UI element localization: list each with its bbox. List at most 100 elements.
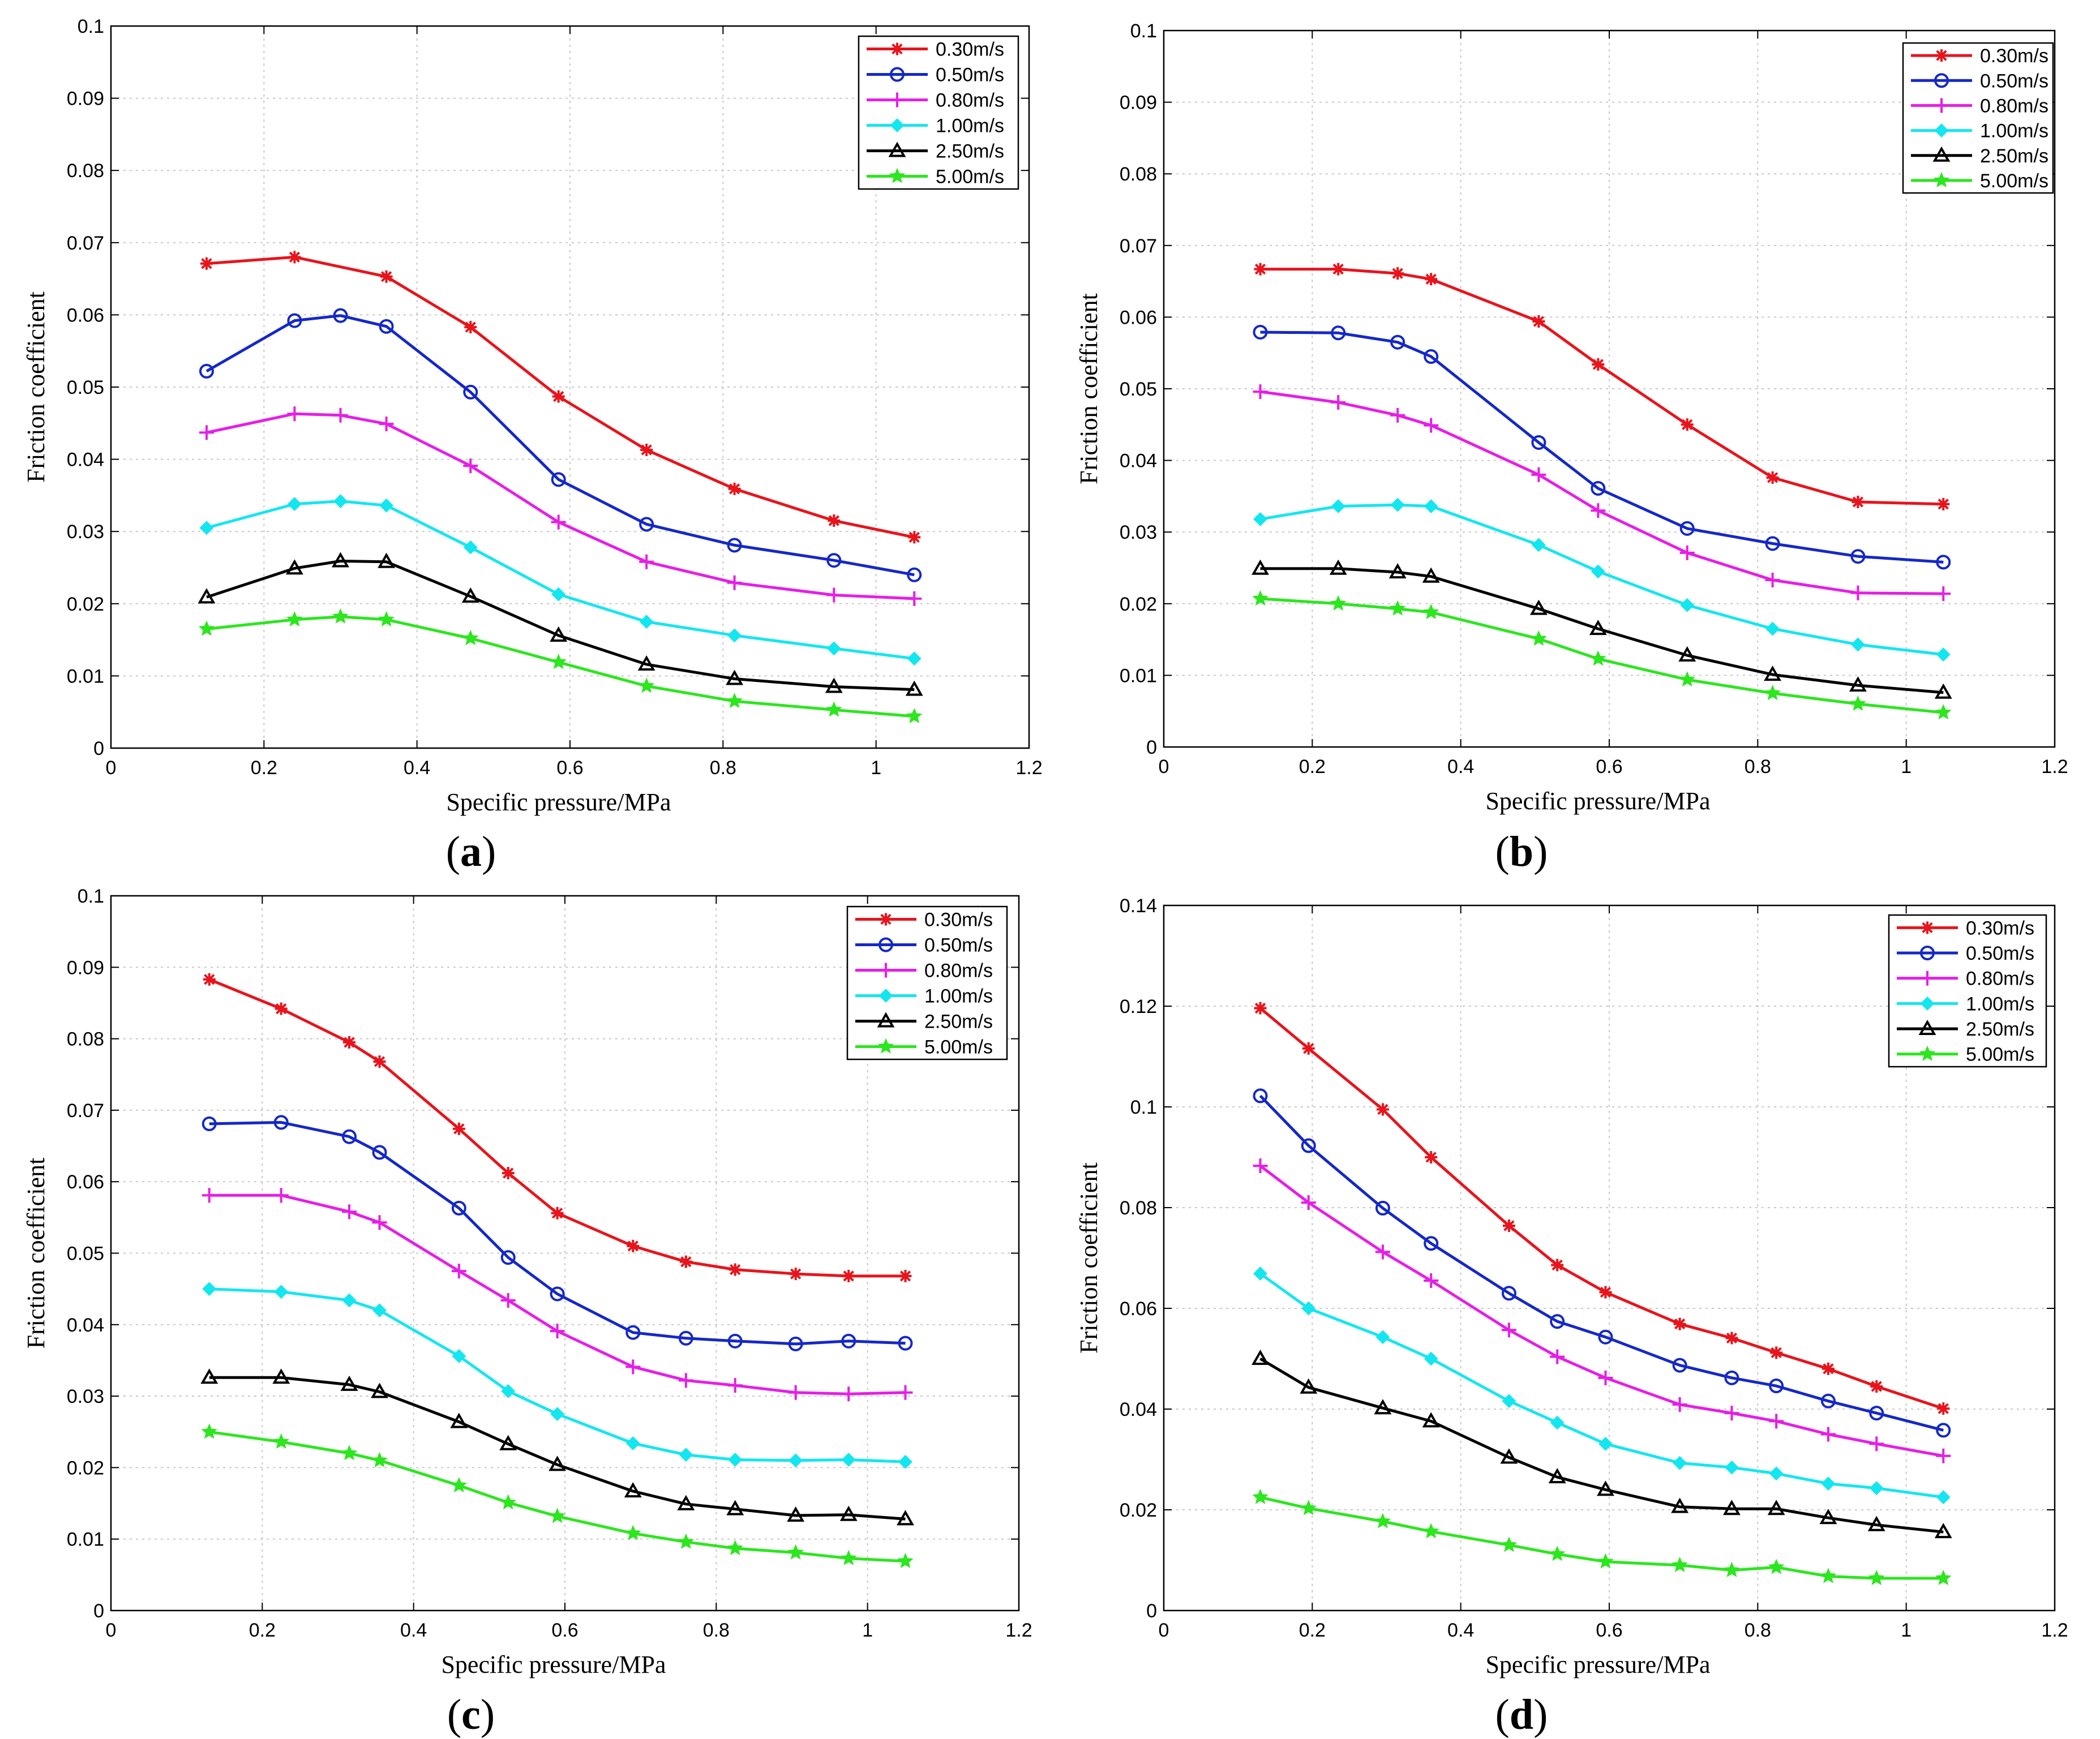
panel-b-data-point — [1330, 595, 1347, 611]
panel-a-y-tick-label: 0.1 — [78, 16, 104, 37]
panel-a-legend-label: 0.30m/s — [936, 39, 1004, 61]
panel-b-series-4 — [1252, 559, 1952, 699]
panel-d-y-tick-label: 0.08 — [1120, 1197, 1157, 1219]
panel-a-axes-frame — [110, 25, 1030, 749]
panel-b-y-tick-label: 0.02 — [1120, 594, 1157, 615]
panel-d-x-tick-label: 0.2 — [1299, 1620, 1326, 1641]
panel-d-data-point — [1725, 1332, 1738, 1345]
panel-a-data-point — [907, 591, 922, 606]
panel-b-y-tick-label: 0.09 — [1120, 92, 1157, 114]
panel-c-data-point — [502, 1167, 515, 1180]
panel-c-data-point — [624, 1482, 642, 1498]
panel-a-data-point — [551, 514, 566, 530]
panel-c-x-tick-label: 0.8 — [703, 1620, 730, 1641]
panel-c-data-point — [500, 1494, 516, 1510]
panel-b-data-point — [1531, 630, 1547, 646]
panel-d-legend-marker — [1920, 971, 1935, 986]
panel-a-data-point — [828, 514, 841, 527]
panel-d-caption: (d) — [1495, 1691, 1548, 1738]
panel-d-data-point — [1424, 1236, 1439, 1251]
panel-d-data-point — [1937, 1402, 1950, 1415]
panel-b-data-point — [1390, 407, 1405, 423]
panel-a-legend: 0.30m/s 0.50m/s 0.80m/s 1.00m/s 2.50m/s 5.00m… — [858, 35, 1019, 190]
panel-c-caption-letter: c — [461, 1691, 481, 1738]
panel-d-y-tick-label: 0.14 — [1120, 895, 1157, 917]
panel-a-legend-marker — [890, 118, 905, 132]
panel-d-data-point — [1722, 1500, 1741, 1515]
panel-d-data-point — [1252, 1488, 1268, 1504]
panel-c-data-point — [625, 1525, 641, 1540]
panel-c-data-point — [788, 1453, 803, 1468]
panel-b-data-point — [1937, 497, 1950, 510]
panel-d-data-point — [1253, 1158, 1268, 1174]
panel-a-data-point — [906, 707, 923, 723]
panel-a-data-point — [551, 587, 566, 602]
panel-a-caption-close: ) — [482, 828, 496, 875]
panel-a-data-point — [826, 641, 841, 656]
panel-b-x-tick-label: 0.2 — [1299, 756, 1326, 778]
panel-a-legend-label: 0.50m/s — [936, 65, 1004, 86]
panel-b-data-point — [1422, 604, 1439, 620]
panel-c-data-point — [273, 1188, 289, 1203]
panel-a-y-tick-label: 0.09 — [67, 88, 104, 110]
panel-d-data-point — [1501, 1323, 1516, 1338]
panel-c-y-tick-label: 0.04 — [67, 1315, 104, 1336]
panel-d-y-tick-label: 0.1 — [1130, 1097, 1157, 1118]
panel-a-data-point — [199, 425, 214, 440]
panel-b-series-line — [1260, 597, 1944, 714]
panel-c-data-point — [678, 1533, 695, 1549]
panel-b-x-tick-label: 1 — [1901, 756, 1912, 778]
panel-d-y-tick-label: 0.04 — [1120, 1399, 1157, 1420]
panel-d-y-tick-label: 0.12 — [1120, 996, 1157, 1017]
panel-a-data-point — [379, 498, 394, 513]
panel-c-data-point — [627, 1239, 640, 1252]
panel-a-data-point — [463, 458, 478, 474]
panel-a-data-point — [333, 494, 348, 509]
panel-a-data-point — [728, 482, 741, 495]
panel-d-series-0 — [1254, 1002, 1950, 1415]
panel-c-series-4 — [200, 1368, 914, 1526]
panel-b-data-point — [1936, 586, 1951, 602]
panel-d-x-tick-label: 0.8 — [1745, 1620, 1771, 1641]
panel-d-data-point — [1671, 1497, 1689, 1513]
panel-c-data-point — [274, 1285, 289, 1299]
panel-c-y-tick-label: 0.08 — [67, 1029, 104, 1050]
panel-b-data-point — [1765, 573, 1780, 588]
panel-a-data-point — [551, 472, 566, 487]
panel-c-y-tick-label: 0.01 — [67, 1529, 104, 1551]
panel-d-data-point — [1673, 1455, 1687, 1470]
panel-c-data-point — [273, 1115, 289, 1130]
panel-d-data-point — [1302, 1042, 1315, 1055]
panel-d-data-point — [1375, 1330, 1390, 1345]
panel-d-data-point — [1672, 1397, 1687, 1412]
panel-d-legend-marker — [1918, 1019, 1936, 1035]
panel-c: 0 0.2 0.4 0.6 0.8 1 1.2 0 0.01 0.02 0.03 0.04 0.05 0.… — [22, 886, 1032, 1738]
panel-a-data-point — [727, 628, 742, 643]
panel-b-data-point — [1849, 676, 1867, 692]
panel-d-data-point — [1821, 1476, 1836, 1491]
panel-a-series-line — [205, 314, 915, 577]
panel-d-data-point — [1424, 1273, 1439, 1289]
panel-c-legend-marker — [877, 1038, 894, 1054]
panel-d-data-point — [1822, 1362, 1835, 1375]
panel-b-y-tick-label: 0.06 — [1120, 307, 1157, 328]
panel-b-y-tick-label: 0.03 — [1120, 522, 1157, 543]
panel-b-data-point — [1529, 599, 1548, 615]
panel-b-data-point — [1531, 435, 1546, 450]
panel-a-data-point — [638, 677, 655, 693]
panel-d-series-line — [1259, 1357, 1944, 1534]
panel-a-data-point — [332, 608, 349, 624]
panel-d-data-point — [1769, 1466, 1784, 1481]
panel-c-data-point — [342, 1129, 357, 1144]
panel-b-data-point — [1934, 683, 1952, 699]
panel-d-legend-marker — [1920, 996, 1935, 1011]
panel-d-data-point — [1548, 1468, 1566, 1484]
panel-d-data-point — [1867, 1515, 1885, 1531]
panel-c-legend-label: 2.50m/s — [924, 1011, 993, 1033]
panel-b-series-1 — [1253, 324, 1951, 570]
panel-b-data-point — [1591, 564, 1605, 579]
panel-d-data-point — [1869, 1436, 1884, 1452]
panel-c-data-point — [787, 1506, 805, 1522]
panel-d-data-point — [1598, 1370, 1613, 1385]
